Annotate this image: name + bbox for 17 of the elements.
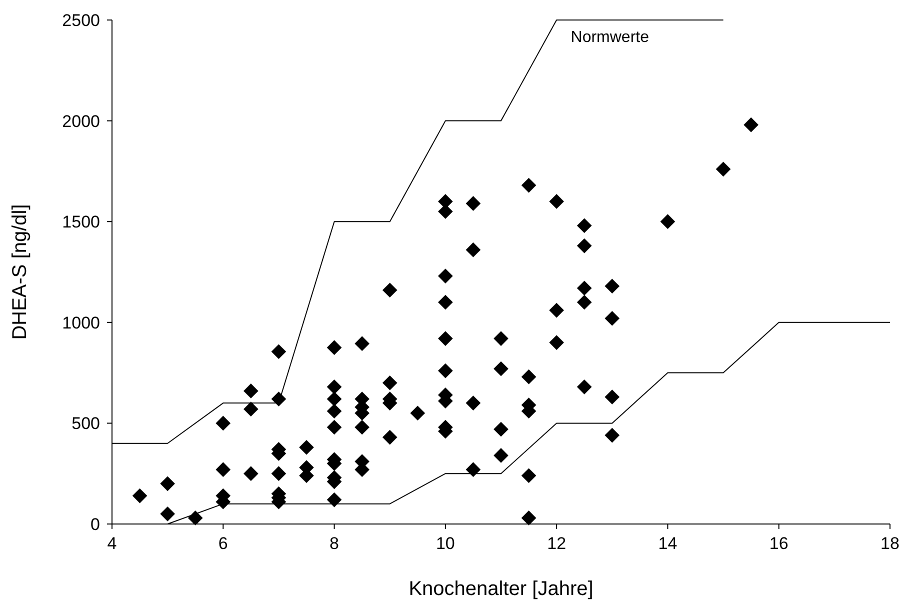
x-tick-label: 14 [658,534,678,553]
x-axis-title: Knochenalter [Jahre] [408,578,594,600]
x-tick-label: 8 [330,534,340,553]
x-tick-label: 16 [769,534,788,553]
x-tick-label: 6 [218,534,228,553]
y-tick-label: 1500 [62,212,100,232]
y-tick-label: 500 [72,414,100,434]
annotation: Normwerte [570,29,650,46]
y-tick-label: 1000 [62,313,100,332]
x-tick-label: 18 [880,534,900,553]
y-tick-label: 2500 [62,10,100,30]
x-tick-label: 4 [107,534,117,553]
y-axis-title: DHEA-S [ng/dl] [9,204,31,340]
y-tick-label: 2000 [62,112,100,131]
x-tick-label: 10 [436,534,455,553]
x-tick-label: 12 [547,534,566,553]
y-tick-label: 0 [90,514,100,534]
